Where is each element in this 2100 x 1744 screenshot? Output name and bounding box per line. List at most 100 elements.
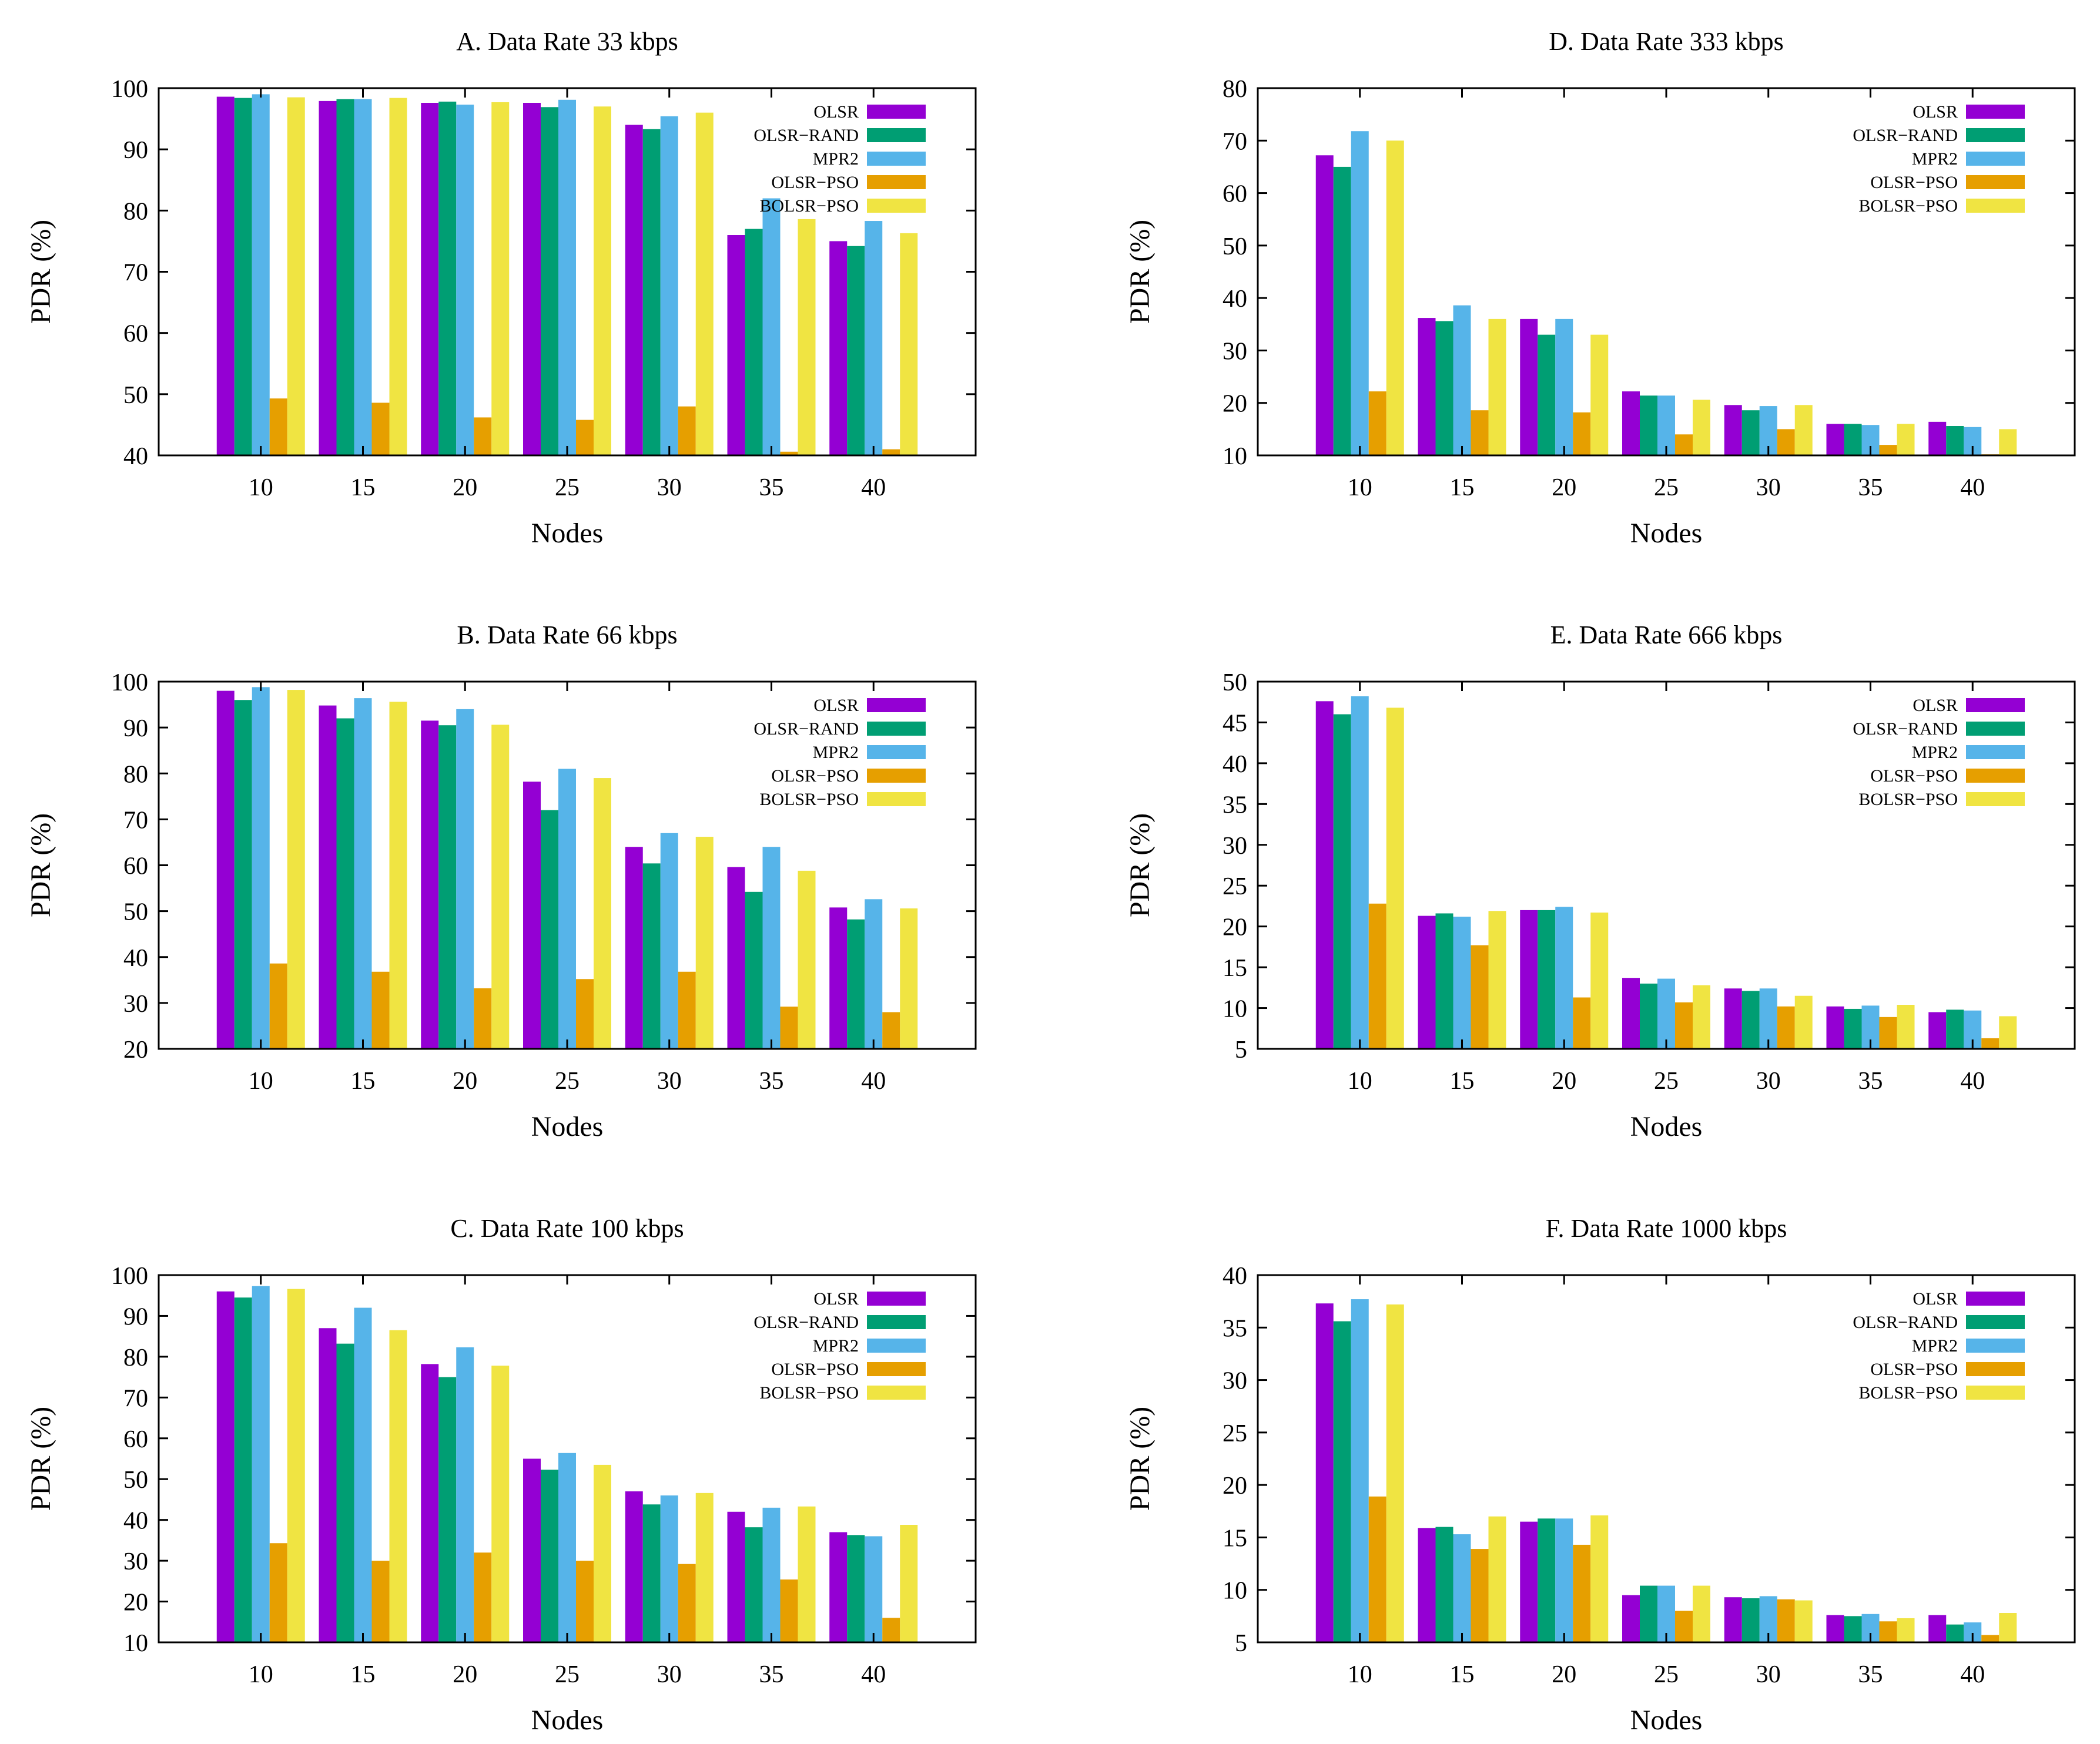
bar [727,1511,745,1642]
bar [1488,1516,1506,1642]
chart-panel: C. Data Rate 100 kbps 10 20 30 40 50 60 70 80 90 1… [25,1214,977,1736]
x-axis-label: Nodes [531,518,604,549]
x-tick-label: 35 [759,1661,784,1688]
bar [660,1495,678,1642]
bar [762,1507,781,1642]
bar [798,870,816,1049]
bar [1759,988,1777,1049]
bar [1724,988,1742,1049]
bar [1435,1527,1453,1642]
y-tick-label: 20 [1223,914,1247,941]
bar [1741,991,1760,1049]
x-tick-label: 35 [759,474,784,501]
x-tick-label: 25 [1654,474,1679,501]
legend-swatch [1966,105,2025,119]
y-tick-label: 5 [1235,1037,1247,1064]
y-tick-label: 90 [123,715,148,742]
bar [642,863,661,1049]
bar [389,1330,407,1642]
legend-label: MPR2 [1912,1336,1958,1356]
bar [1368,391,1386,455]
bar [523,1458,541,1642]
legend-label: BOLSR−PSO [1858,196,1958,216]
y-axis-label: PDR (%) [1124,1407,1155,1511]
legend-swatch [867,199,926,213]
legend-swatch [1966,152,2025,166]
legend-label: MPR2 [1912,149,1958,169]
y-tick-label: 60 [123,321,148,348]
bar [216,1291,235,1642]
bar [1435,913,1453,1049]
bar [1657,978,1675,1049]
chart-title: D. Data Rate 333 kbps [1549,27,1784,56]
bar [1315,1303,1334,1642]
y-tick-label: 50 [123,1467,148,1494]
bar [1826,1006,1844,1049]
legend-label: OLSR−RAND [753,126,859,145]
x-tick-label: 40 [1960,474,1985,501]
bar [371,971,390,1049]
y-tick-label: 40 [1223,1263,1247,1290]
y-tick-label: 60 [123,853,148,880]
y-tick-label: 35 [1223,1315,1247,1342]
bar [1897,1005,1915,1049]
bar [1520,318,1538,455]
bar [900,233,918,455]
legend-swatch [867,152,926,166]
legend-swatch [1966,1386,2025,1400]
bar [269,963,287,1049]
legend-label: OLSR−RAND [1853,126,1958,145]
x-axis-label: Nodes [531,1111,604,1142]
bar [695,837,714,1049]
x-axis-label: Nodes [1630,1705,1703,1736]
chart-title: B. Data Rate 66 kbps [457,621,677,649]
bar [541,107,558,455]
bar [523,103,541,455]
bar [541,1470,558,1642]
bar [1573,412,1591,455]
bar [1640,1585,1657,1642]
x-tick-label: 35 [1858,1661,1883,1688]
bar [252,687,270,1049]
legend-swatch [1966,128,2025,142]
legend-label: OLSR [1913,1289,1958,1309]
bar [1418,1528,1436,1642]
bar [1333,714,1351,1049]
legend-label: OLSR−RAND [753,719,859,739]
bar [438,725,457,1049]
bar [269,1543,287,1642]
y-tick-label: 40 [123,1508,148,1535]
legend-label: BOLSR−PSO [1858,790,1958,809]
bar [1640,395,1657,455]
legend-swatch [867,698,926,712]
x-axis-label: Nodes [1630,518,1703,549]
bar [576,979,594,1049]
bar [523,782,541,1049]
legend-label: OLSR−RAND [753,1313,859,1332]
bar [252,94,270,455]
bar [354,99,372,455]
x-tick-label: 10 [249,474,273,501]
bar [491,102,510,456]
y-tick-label: 20 [123,1037,148,1064]
legend-label: MPR2 [813,149,859,169]
y-tick-label: 25 [1223,873,1247,900]
bar [594,1464,611,1642]
y-tick-label: 25 [1223,1420,1247,1447]
bar [829,907,848,1049]
x-tick-label: 25 [555,1661,580,1688]
bar [287,690,305,1049]
bar [336,99,354,455]
y-tick-label: 50 [1223,669,1247,696]
bar [1693,1585,1710,1642]
y-tick-label: 50 [1223,233,1247,260]
y-tick-label: 70 [123,260,148,287]
bar [1981,1635,1999,1642]
bar [1928,1012,1947,1049]
bar [798,219,816,455]
bar [625,847,643,1049]
bar [1844,1616,1862,1642]
y-tick-label: 100 [111,1263,148,1290]
legend-swatch [867,1292,926,1306]
bar [900,1525,918,1642]
